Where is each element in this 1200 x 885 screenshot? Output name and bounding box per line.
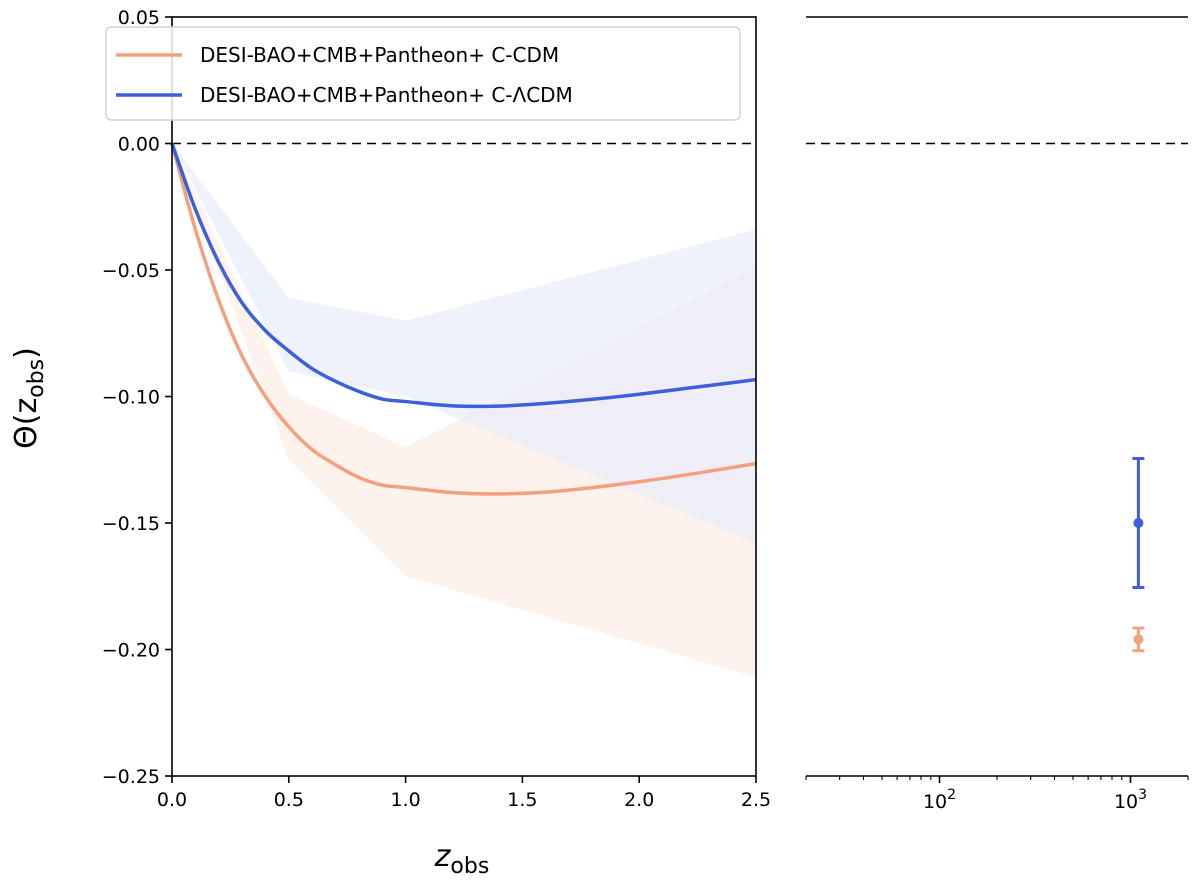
legend-box: [105, 26, 741, 121]
x-tick-label: 2.5: [741, 789, 771, 811]
x-axis-title-subscript: obs: [450, 854, 489, 879]
y-axis-title: Θ(zobs): [9, 347, 49, 449]
x-axis-title: zobs: [434, 839, 490, 879]
data-point-0: [1133, 518, 1144, 528]
y-tick-label: 0.00: [118, 134, 160, 156]
x-tick-label: 103: [1114, 787, 1147, 813]
x-tick-label: 2.0: [624, 789, 654, 811]
left-y-ticks: 0.05 0.00 −0.05 −0.10 −0.15 −0.20 −0.25: [102, 7, 172, 788]
y-tick-label: −0.15: [102, 513, 160, 535]
y-axis-title-subscript: obs: [24, 359, 49, 398]
y-axis-title-close: ): [9, 347, 44, 359]
x-axis-title-main: z: [434, 839, 452, 874]
left-confidence-bands: [172, 143, 756, 678]
right-x-ticks: 102 103: [805, 776, 1189, 813]
x-tick-label: 1.0: [390, 789, 420, 811]
y-tick-label: −0.25: [102, 766, 160, 788]
y-tick-label: −0.20: [102, 640, 160, 662]
left-panel: 0.0 0.5 1.0 1.5 2.0 2.5 0.05 0.00 −0.05 −0.10 −0.…: [9, 7, 771, 879]
x-tick-label: 102: [923, 787, 956, 813]
left-x-ticks: 0.0 0.5 1.0 1.5 2.0 2.5: [157, 776, 771, 811]
left-series-lines: [170, 142, 757, 496]
series-line-0: [170, 143, 757, 496]
x-tick-label: 0.5: [274, 789, 304, 811]
y-tick-label: −0.05: [102, 260, 160, 282]
x-tick-label-base: 10: [923, 791, 947, 813]
confidence-band-1: [172, 143, 756, 544]
y-axis-title-main: Θ(z: [9, 398, 44, 449]
right-panel: 102 103: [805, 16, 1189, 813]
legend: DESI-BAO+CMB+Pantheon+ C-CDM DESI-BAO+CM…: [105, 26, 741, 121]
right-errorbar-points: [1132, 456, 1145, 653]
legend-label-c-lcdm: DESI-BAO+CMB+Pantheon+ C-ΛCDM: [200, 83, 573, 107]
x-tick-label-exponent: 3: [1138, 787, 1147, 803]
legend-label-c-cdm: DESI-BAO+CMB+Pantheon+ C-CDM: [200, 43, 559, 67]
x-tick-label: 0.0: [157, 789, 187, 811]
confidence-band-0: [172, 143, 756, 678]
y-tick-label: 0.05: [118, 7, 160, 29]
x-tick-label: 1.5: [507, 789, 537, 811]
data-point-1: [1133, 634, 1144, 645]
y-tick-label: −0.10: [102, 387, 160, 409]
x-tick-label-base: 10: [1114, 791, 1138, 813]
x-tick-label-exponent: 2: [947, 787, 956, 803]
right-axes-frame: [806, 16, 1188, 777]
series-line-1: [170, 142, 757, 409]
